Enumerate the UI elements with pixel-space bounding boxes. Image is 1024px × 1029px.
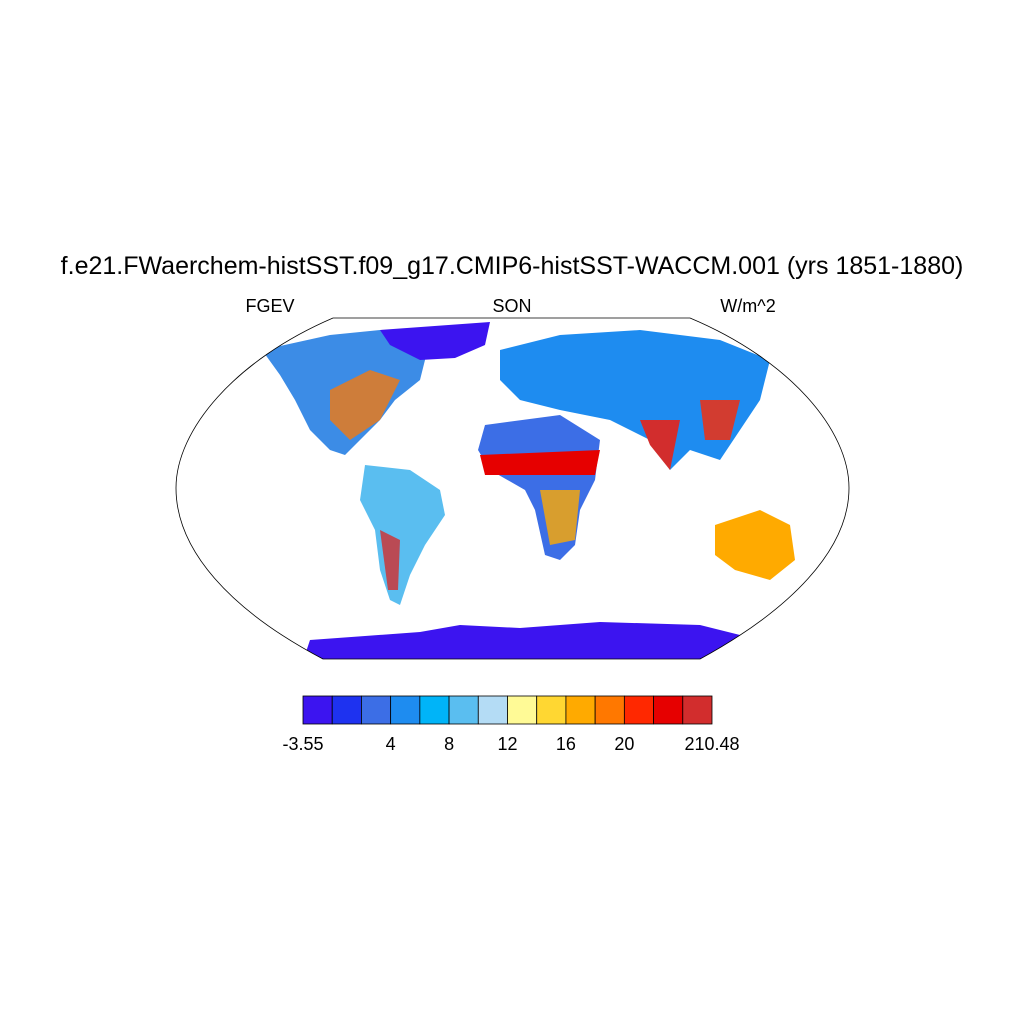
land	[540, 490, 580, 545]
colorbar-box	[361, 695, 392, 725]
colorbar-label: 20	[614, 734, 634, 754]
colorbar-box	[448, 695, 479, 725]
land	[300, 622, 760, 659]
colorbar-box	[653, 695, 684, 725]
colorbar-box	[682, 695, 713, 725]
colorbar-label: 8	[444, 734, 454, 754]
map	[175, 317, 850, 660]
colorbar-box	[623, 695, 654, 725]
land	[480, 450, 600, 475]
center-string: SON	[492, 296, 531, 316]
land	[330, 370, 400, 440]
land	[380, 322, 490, 360]
colorbar-box	[419, 695, 450, 725]
colorbar-label: -3.55	[282, 734, 323, 754]
land	[500, 330, 770, 470]
land	[380, 530, 400, 590]
left-string: FGEV	[245, 296, 294, 316]
land	[715, 510, 795, 580]
colorbar-label: 4	[386, 734, 396, 754]
colorbar: -3.55 4 8 12 16 20 210.48	[282, 695, 740, 754]
land	[360, 465, 445, 605]
land	[640, 420, 680, 470]
colorbar-box	[477, 695, 508, 725]
colorbar-box	[331, 695, 362, 725]
land	[700, 400, 740, 440]
colorbar-label: 12	[497, 734, 517, 754]
map-outline	[175, 317, 850, 660]
colorbar-box	[536, 695, 567, 725]
right-string: W/m^2	[720, 296, 775, 316]
colorbar-box	[594, 695, 625, 725]
colorbar-box	[390, 695, 421, 725]
colorbar-box	[302, 695, 333, 725]
colorbar-box	[565, 695, 596, 725]
title: f.e21.FWaerchem-histSST.f09_g17.CMIP6-hi…	[61, 252, 964, 280]
colorbar-label: 16	[556, 734, 576, 754]
colorbar-box	[507, 695, 538, 725]
land	[478, 415, 600, 560]
colorbar-label: 210.48	[684, 734, 739, 754]
